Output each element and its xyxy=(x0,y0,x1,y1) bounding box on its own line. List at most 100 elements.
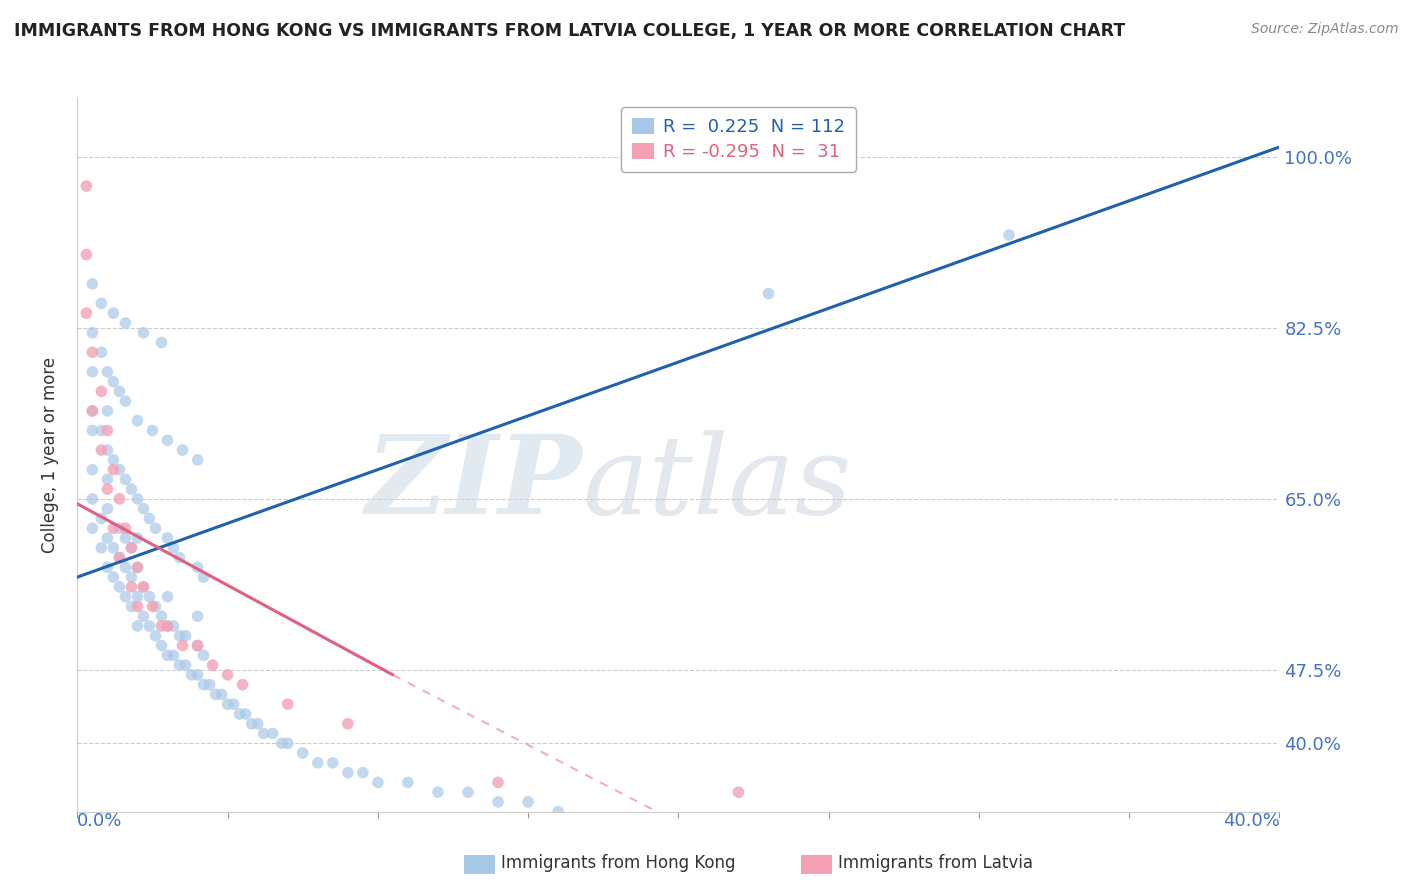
Point xyxy=(108,550,131,565)
Point xyxy=(96,404,118,418)
Point xyxy=(367,775,389,789)
Point xyxy=(82,404,104,418)
Point xyxy=(114,531,136,545)
Point xyxy=(150,335,173,350)
Point xyxy=(180,668,202,682)
Point xyxy=(96,443,118,458)
Point xyxy=(150,609,173,624)
Point xyxy=(187,560,209,574)
Point xyxy=(336,716,359,731)
Point xyxy=(90,384,112,399)
Point xyxy=(82,345,104,359)
Point xyxy=(114,590,136,604)
Point xyxy=(336,765,359,780)
Point xyxy=(75,179,97,194)
Text: Immigrants from Latvia: Immigrants from Latvia xyxy=(838,855,1033,872)
Point xyxy=(82,462,104,476)
Point xyxy=(235,706,257,721)
Point xyxy=(96,501,118,516)
Point xyxy=(162,648,184,663)
Point xyxy=(232,678,254,692)
Point xyxy=(201,658,224,673)
Point xyxy=(427,785,450,799)
Point xyxy=(727,785,749,799)
Point xyxy=(486,795,509,809)
Point xyxy=(253,726,276,740)
Point xyxy=(82,521,104,535)
Point xyxy=(114,521,136,535)
Point xyxy=(90,296,112,310)
Point xyxy=(169,629,191,643)
Point xyxy=(120,541,142,555)
Text: ZIP: ZIP xyxy=(366,430,582,537)
Point xyxy=(127,414,149,428)
Point xyxy=(127,531,149,545)
Point xyxy=(187,668,209,682)
Point xyxy=(145,629,167,643)
Point xyxy=(156,434,179,448)
Point xyxy=(103,462,125,476)
Point xyxy=(187,639,209,653)
Point xyxy=(75,306,97,320)
Point xyxy=(108,491,131,506)
Point xyxy=(90,345,112,359)
Point xyxy=(138,511,160,525)
Point xyxy=(457,785,479,799)
Point xyxy=(114,316,136,330)
Point xyxy=(307,756,329,770)
Point xyxy=(228,706,250,721)
Point xyxy=(169,658,191,673)
Point xyxy=(96,482,118,496)
Point xyxy=(108,580,131,594)
Point xyxy=(90,511,112,525)
Point xyxy=(217,668,239,682)
Point xyxy=(156,590,179,604)
Point xyxy=(486,775,509,789)
Point xyxy=(145,599,167,614)
Point xyxy=(127,560,149,574)
Point xyxy=(187,452,209,467)
Point xyxy=(114,394,136,409)
Point xyxy=(156,531,179,545)
Point xyxy=(145,521,167,535)
Point xyxy=(120,599,142,614)
Point xyxy=(172,443,194,458)
Legend: R =  0.225  N = 112, R = -0.295  N =  31: R = 0.225 N = 112, R = -0.295 N = 31 xyxy=(621,107,856,171)
Point xyxy=(82,326,104,340)
Point xyxy=(108,462,131,476)
Point xyxy=(120,580,142,594)
Point xyxy=(322,756,344,770)
Point xyxy=(193,570,215,584)
Point xyxy=(150,619,173,633)
Point xyxy=(75,247,97,261)
Point xyxy=(998,227,1021,242)
Point xyxy=(103,306,125,320)
Text: atlas: atlas xyxy=(582,430,852,537)
Point xyxy=(150,639,173,653)
Point xyxy=(198,678,221,692)
Point xyxy=(187,609,209,624)
Point xyxy=(108,384,131,399)
Point xyxy=(396,775,419,789)
Point xyxy=(187,639,209,653)
Point xyxy=(174,629,197,643)
Point xyxy=(277,697,299,711)
Text: Source: ZipAtlas.com: Source: ZipAtlas.com xyxy=(1251,22,1399,37)
Point xyxy=(156,648,179,663)
Point xyxy=(96,531,118,545)
Point xyxy=(90,541,112,555)
Point xyxy=(211,687,233,701)
Point xyxy=(127,590,149,604)
Point xyxy=(103,452,125,467)
Point xyxy=(108,521,131,535)
Point xyxy=(132,580,155,594)
Point xyxy=(172,639,194,653)
Point xyxy=(96,365,118,379)
Text: 40.0%: 40.0% xyxy=(1223,812,1279,830)
Point xyxy=(82,491,104,506)
Point xyxy=(103,541,125,555)
Point xyxy=(217,697,239,711)
Point xyxy=(758,286,780,301)
Point xyxy=(246,716,269,731)
Point xyxy=(127,599,149,614)
